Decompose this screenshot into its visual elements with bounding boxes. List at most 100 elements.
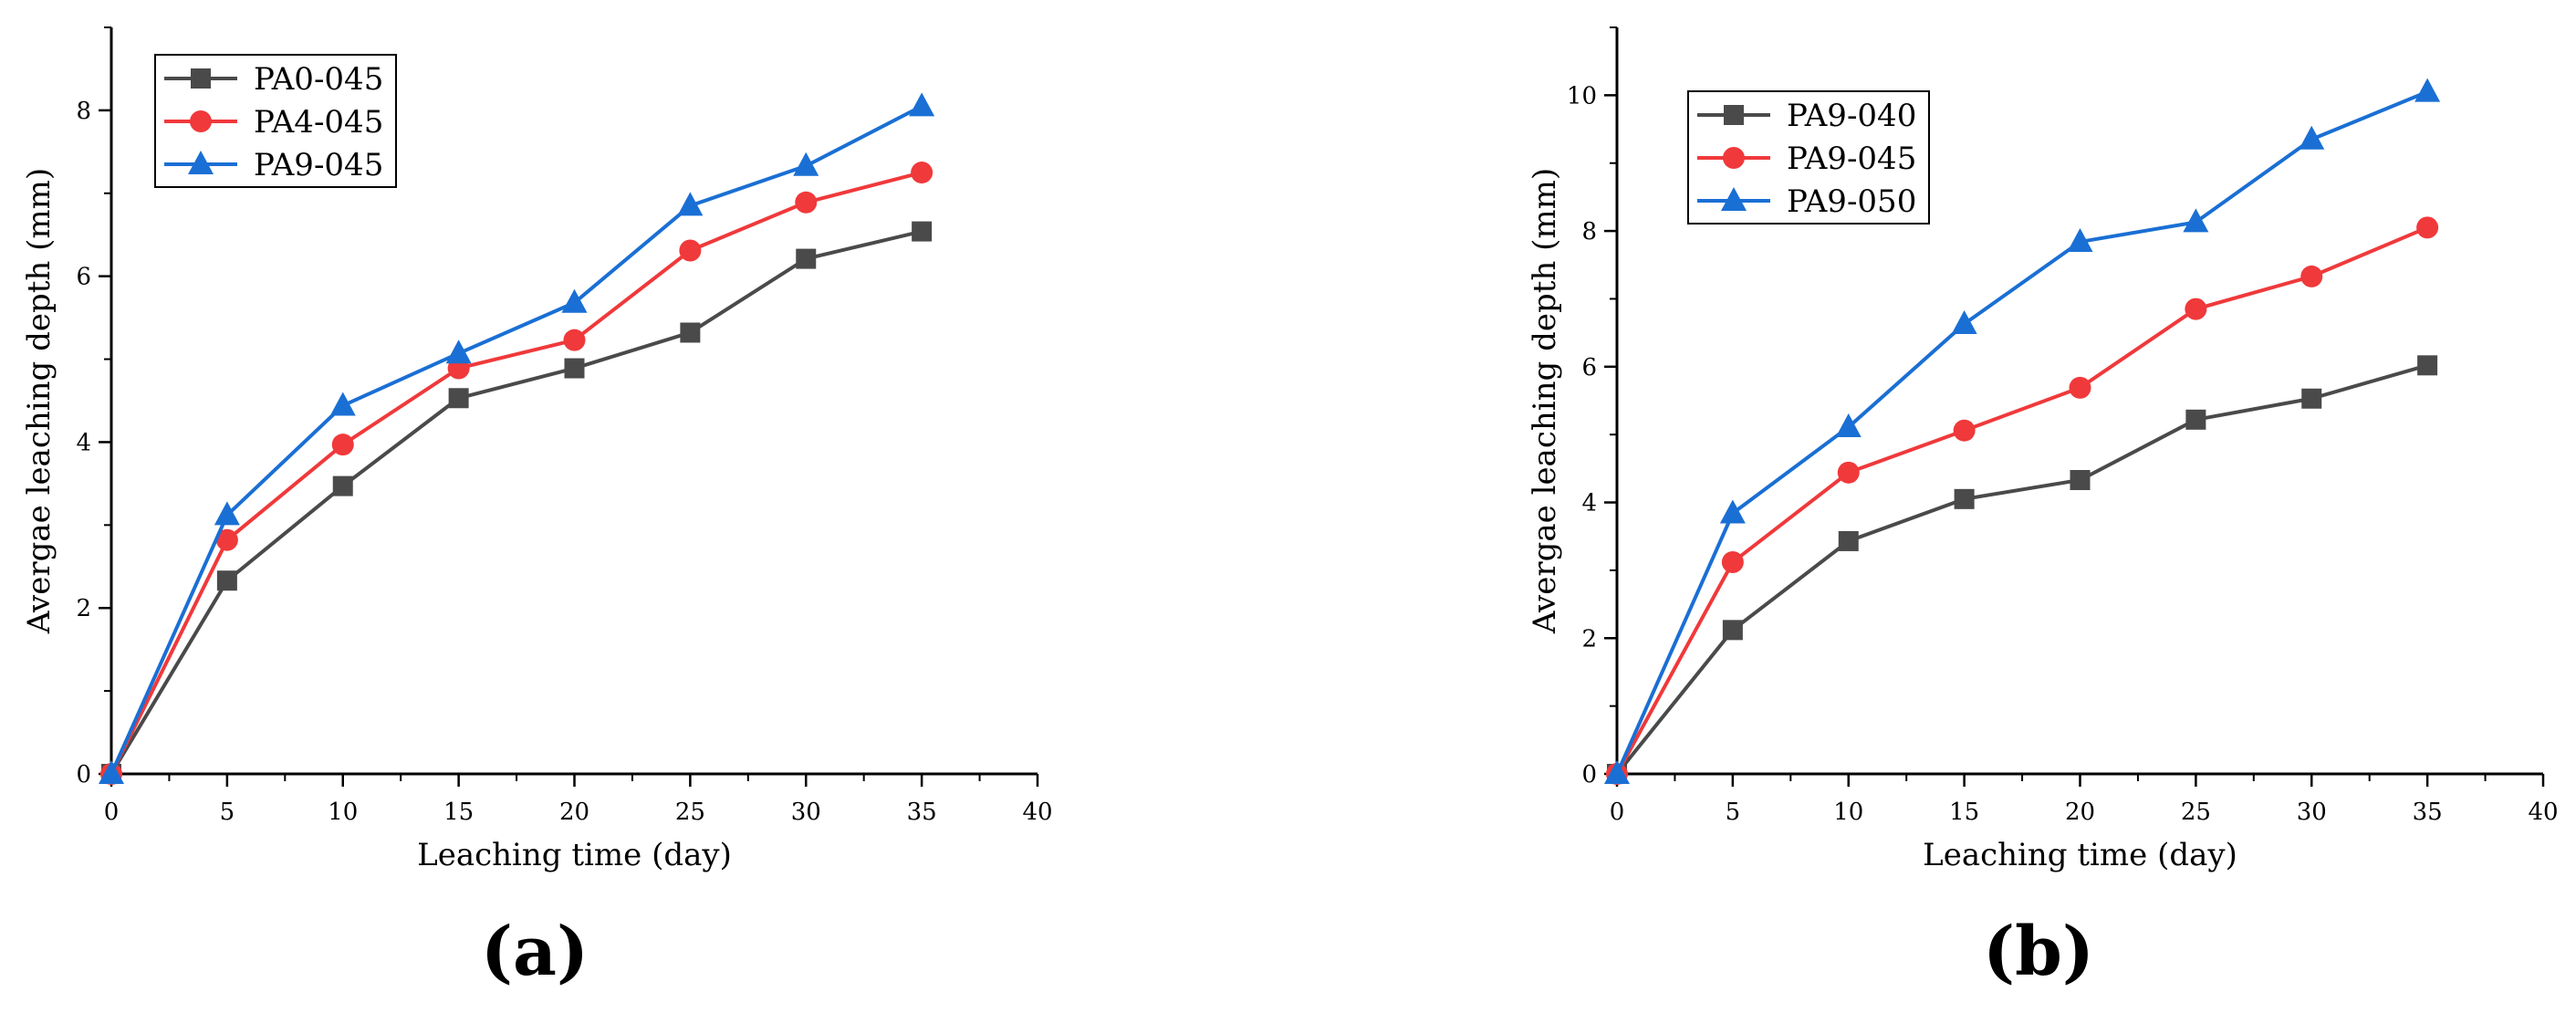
data-point [215, 528, 238, 551]
data-point [1837, 461, 1860, 484]
x-tick-label: 15 [1949, 799, 1979, 826]
data-point [1951, 309, 1977, 334]
legend-label: PA9-040 [1787, 98, 1916, 134]
series-PA0-045 [101, 221, 933, 784]
y-tick-label: 2 [1581, 625, 1597, 653]
x-axis-title: Leaching time (day) [1923, 837, 2237, 873]
x-tick-label: 40 [2528, 799, 2558, 826]
legend: PA0-045 PA4-045 PA9-045 [154, 54, 397, 188]
series-line [1615, 225, 2428, 775]
legend-label: PA0-045 [254, 61, 383, 98]
x-tick-label: 10 [328, 799, 358, 826]
data-point [2069, 376, 2091, 399]
data-point [796, 248, 817, 269]
series-PA9-050 [1604, 78, 2441, 784]
data-point [2414, 78, 2441, 102]
data-point [2301, 388, 2322, 409]
legend: PA9-040 PA9-045 PA9-050 [1687, 90, 1930, 225]
y-tick-label: 8 [76, 98, 91, 125]
series-line [110, 229, 923, 776]
legend-label: PA4-045 [254, 104, 383, 141]
data-point [561, 288, 588, 313]
panel-label: (b) [1983, 913, 2094, 991]
data-point [677, 192, 704, 216]
legend-marker [1721, 187, 1747, 211]
y-tick-label: 6 [1581, 354, 1597, 381]
panel-label: (a) [481, 913, 589, 991]
data-point [912, 221, 933, 242]
x-tick-label: 0 [1610, 799, 1625, 826]
x-tick-label: 25 [675, 799, 705, 826]
data-point [445, 339, 472, 364]
x-tick-label: 5 [220, 799, 235, 826]
data-point [216, 570, 237, 591]
y-tick-label: 4 [76, 429, 91, 456]
y-tick-label: 10 [1567, 82, 1597, 110]
series-line [110, 104, 923, 775]
data-point [1835, 413, 1862, 438]
data-point [2185, 409, 2206, 430]
data-point [563, 329, 586, 351]
data-point [680, 322, 701, 343]
data-point [679, 239, 702, 262]
chart-panel-a: 0 5 10 15 20 25 30 35 40 0 2 4 6 8 Leaching time (day)… [21, 26, 1053, 991]
series-PA9-045 [1606, 216, 2439, 785]
y-tick-label: 2 [76, 595, 91, 622]
legend-label: PA9-045 [1787, 141, 1916, 177]
series-line [1615, 89, 2428, 775]
x-tick-label: 35 [907, 799, 937, 826]
y-axis-title: Avergae leaching depth (mm) [1527, 168, 1563, 634]
data-point [909, 92, 935, 117]
data-point [2070, 470, 2091, 491]
series-line [1615, 363, 2428, 776]
data-point [99, 760, 124, 784]
legend-marker [188, 151, 214, 174]
data-point [911, 162, 933, 184]
data-point [2299, 125, 2325, 150]
x-axis-title: Leaching time (day) [417, 837, 732, 873]
data-point [1838, 530, 1859, 551]
data-point [1719, 499, 1746, 524]
y-axis-title: Avergae leaching depth (mm) [21, 168, 57, 634]
y-tick-label: 8 [1581, 218, 1597, 245]
x-tick-label: 0 [104, 799, 120, 826]
y-tick-label: 6 [76, 264, 91, 291]
series-PA9-045 [99, 92, 935, 784]
series-PA4-045 [100, 162, 933, 785]
data-point [2416, 216, 2439, 239]
data-point [2067, 227, 2093, 252]
data-point [1954, 488, 1975, 509]
legend-marker [190, 110, 212, 132]
legend-marker [1724, 105, 1744, 125]
x-tick-label: 40 [1022, 799, 1052, 826]
x-tick-label: 30 [2297, 799, 2327, 826]
data-point [2183, 208, 2209, 233]
x-tick-label: 5 [1726, 799, 1741, 826]
legend-marker [1723, 147, 1745, 169]
x-tick-label: 30 [791, 799, 821, 826]
data-point [2300, 265, 2323, 287]
legend-label: PA9-050 [1787, 183, 1916, 220]
data-point [793, 151, 819, 176]
legend-label: PA9-045 [254, 147, 383, 183]
y-tick-label: 0 [76, 761, 91, 789]
data-point [332, 475, 353, 496]
data-point [1721, 550, 1744, 573]
x-tick-label: 20 [2065, 799, 2095, 826]
data-point [214, 501, 240, 526]
data-point [2185, 298, 2207, 320]
y-tick-label: 4 [1581, 490, 1597, 517]
x-tick-label: 20 [559, 799, 589, 826]
data-point [564, 358, 585, 379]
chart-panel-b: 0 5 10 15 20 25 30 35 40 0 2 4 6 8 10 Leaching time (da… [1527, 26, 2559, 991]
data-point [1604, 760, 1630, 784]
data-point [2417, 355, 2438, 376]
x-tick-label: 25 [2181, 799, 2211, 826]
data-point [329, 392, 356, 416]
data-point [331, 433, 354, 456]
x-tick-label: 15 [443, 799, 474, 826]
legend-marker [191, 68, 211, 89]
data-point [448, 388, 469, 409]
x-tick-label: 10 [1833, 799, 1863, 826]
